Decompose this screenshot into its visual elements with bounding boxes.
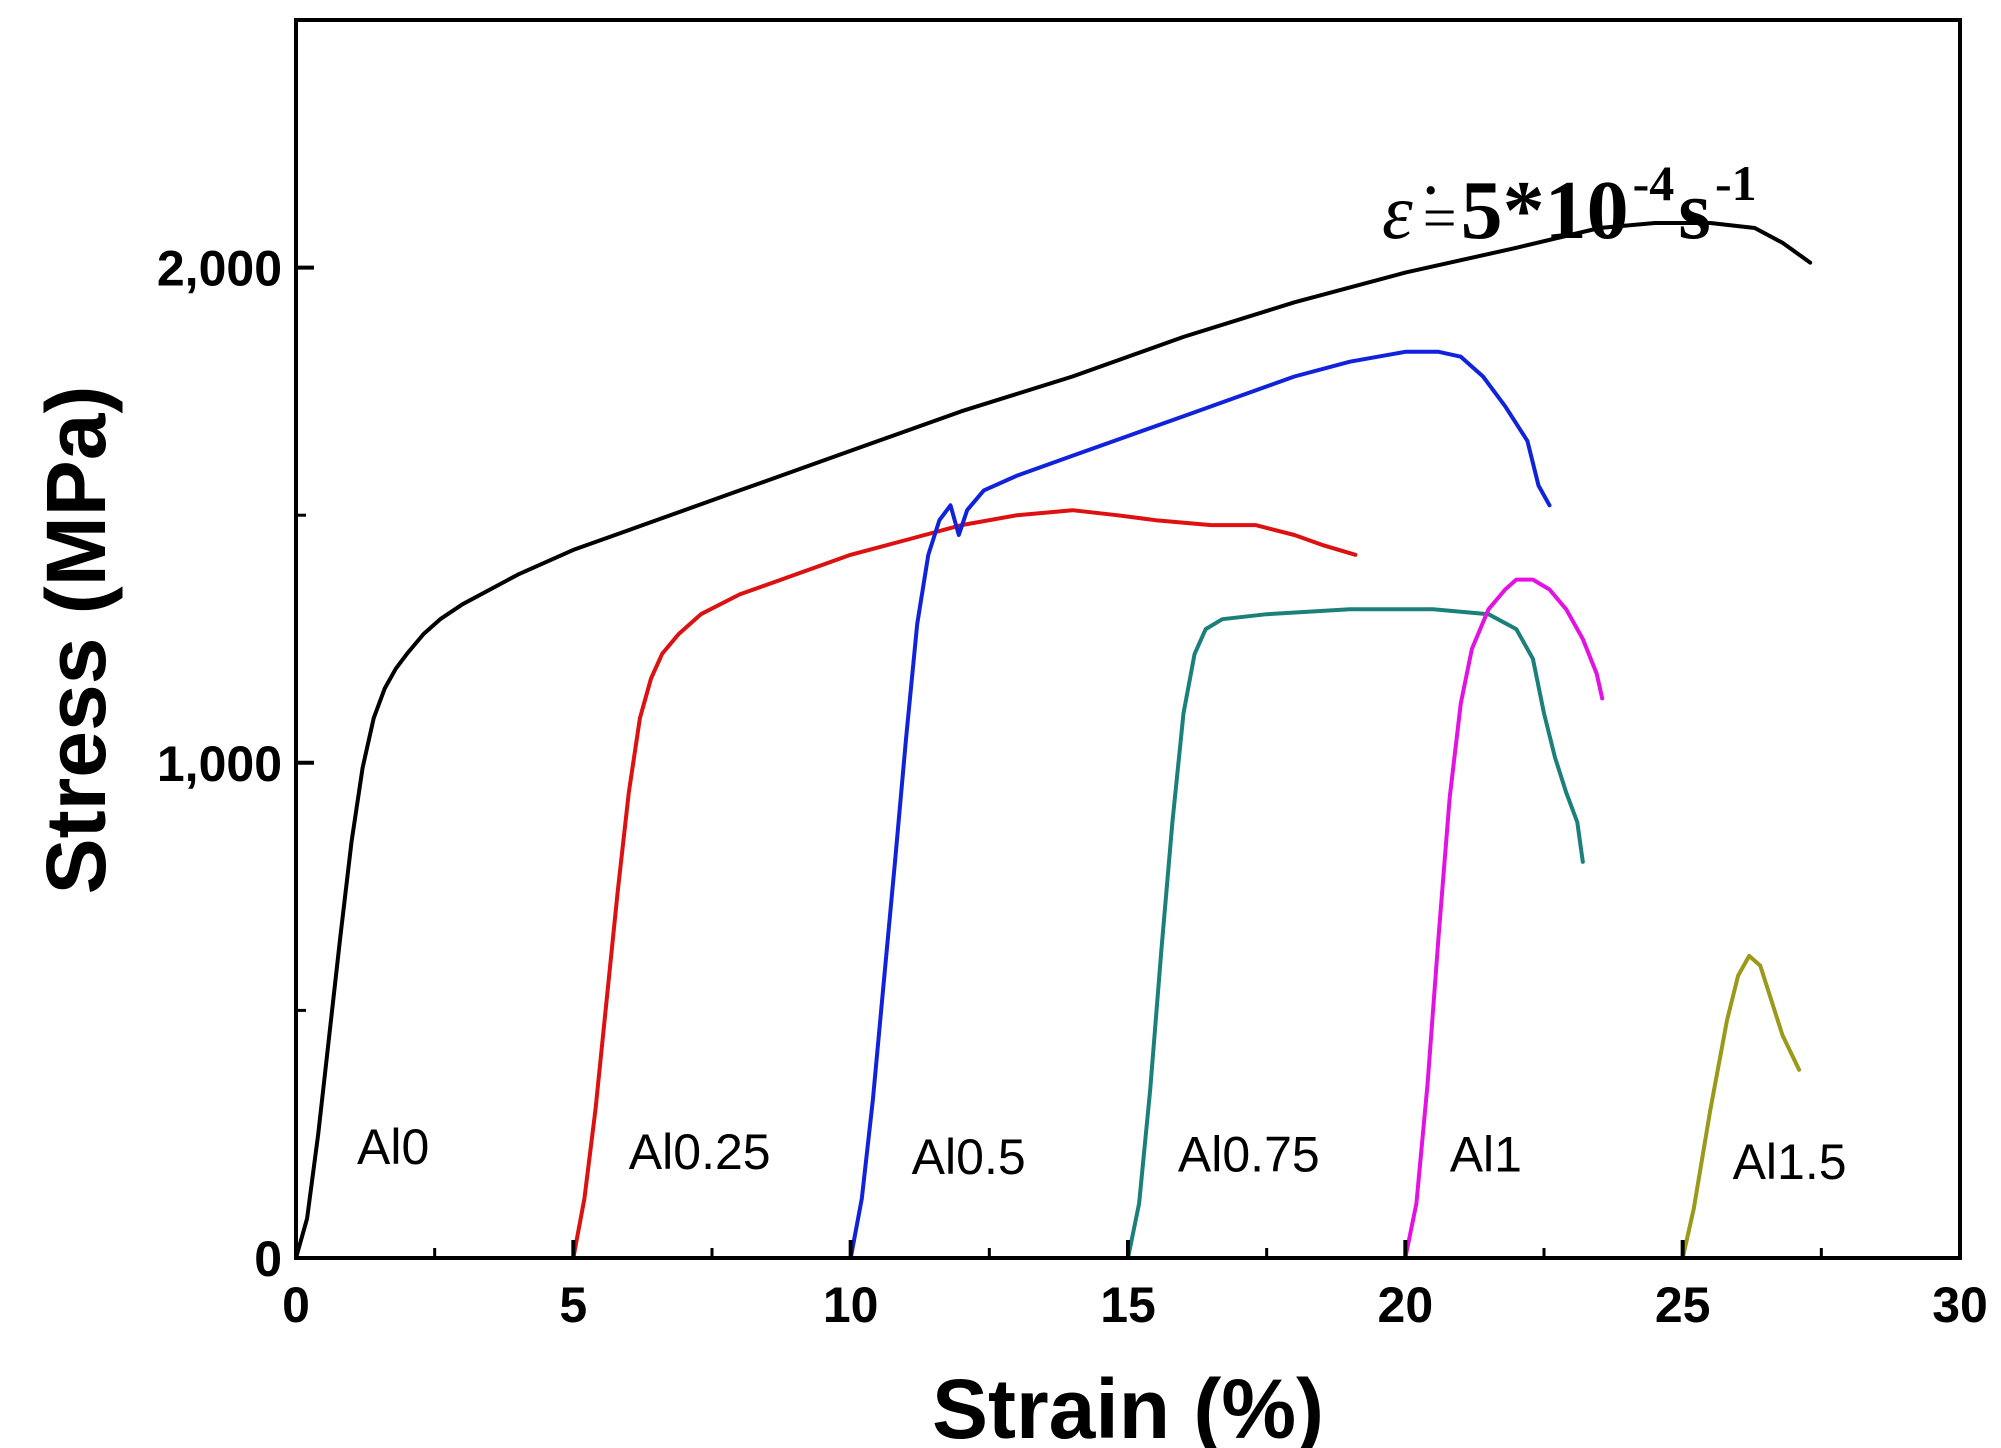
y-tick-label: 0 [254, 1231, 282, 1287]
strain-rate-unit: s [1678, 164, 1711, 257]
series-label-al0: Al0 [357, 1119, 429, 1175]
series-label-al0-25: Al0.25 [629, 1124, 771, 1180]
series-line-al0 [294, 221, 1813, 1260]
series-line-al0-5 [848, 349, 1552, 1260]
x-tick-label: 25 [1655, 1277, 1711, 1333]
x-tick-label: 10 [823, 1277, 879, 1333]
series-labels-layer: Al0 Al0.25 Al0.5 Al0.75 Al1 Al1.5 [357, 1119, 1847, 1190]
strain-rate-equals: = [1423, 185, 1457, 251]
y-axis-title: Stress (MPa) [29, 386, 123, 895]
x-axis-title: Strain (%) [932, 1362, 1324, 1448]
x-tick-label: 0 [282, 1277, 310, 1333]
series-line-al0-25 [571, 508, 1358, 1260]
strain-rate-exponent-2: -1 [1715, 155, 1757, 211]
series-label-al0-5: Al0.5 [912, 1129, 1026, 1185]
series-label-al1-5: Al1.5 [1733, 1134, 1847, 1190]
series-label-al0-75: Al0.75 [1178, 1126, 1320, 1182]
series-layer [294, 221, 1813, 1260]
strain-rate-base: 5*10 [1461, 164, 1629, 257]
y-tick-label: 1,000 [157, 736, 282, 792]
series-label-al1: Al1 [1450, 1126, 1522, 1182]
ticks-layer [294, 265, 1962, 1260]
series-line-al1-5 [1680, 953, 1802, 1260]
x-tick-label: 5 [559, 1277, 587, 1333]
x-tick-label: 15 [1100, 1277, 1156, 1333]
y-tick-label: 2,000 [157, 241, 282, 297]
series-line-al0-75 [1126, 607, 1585, 1260]
series-line-al1 [1403, 577, 1605, 1260]
x-tick-label: 30 [1932, 1277, 1988, 1333]
strain-rate-exponent-1: -4 [1633, 155, 1675, 211]
x-tick-label: 20 [1378, 1277, 1434, 1333]
tick-labels-layer: 0 5 10 15 20 25 30 0 1,000 2,000 [157, 241, 1988, 1333]
strain-rate-annotation: ε̇ = 5*10 -4 s -1 [1382, 155, 1757, 257]
